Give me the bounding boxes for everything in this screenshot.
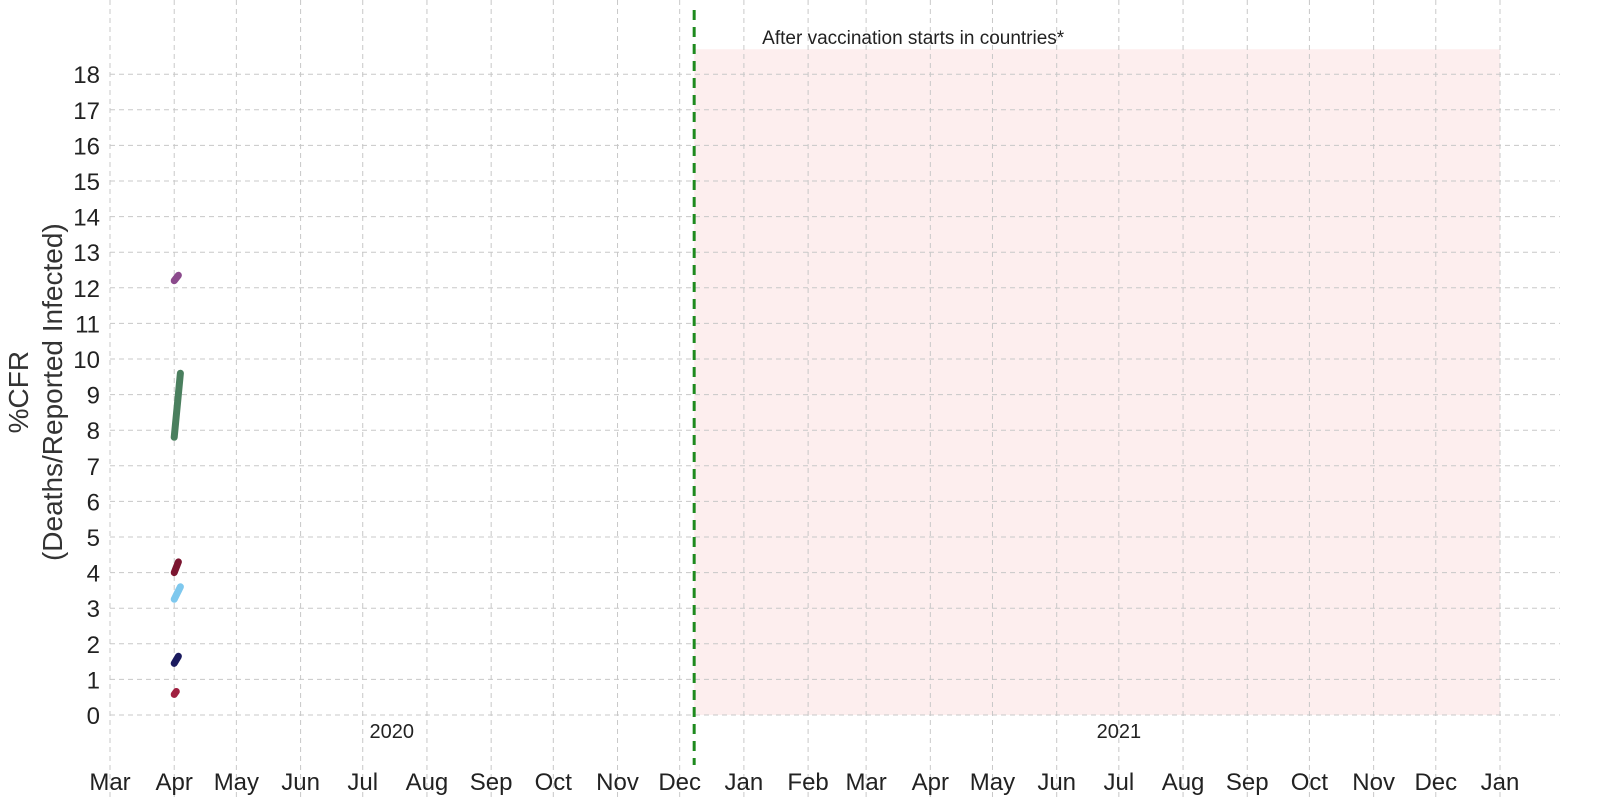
y-tick-label-3: 3	[87, 596, 100, 623]
y-tick-label-9: 9	[87, 383, 100, 410]
x-tick-label-21: Dec	[1414, 769, 1457, 796]
y-tick-label-16: 16	[73, 133, 100, 160]
y-tick-label-5: 5	[87, 525, 100, 552]
y-tick-label-14: 14	[73, 205, 100, 232]
series-line-2	[170, 558, 182, 577]
x-tick-label-0: Mar	[89, 769, 130, 796]
x-tick-label-14: May	[970, 769, 1015, 796]
y-tick-label-10: 10	[73, 347, 100, 374]
year-label-1: 2021	[1097, 721, 1142, 743]
y-axis-label-line-2: (Deaths/Reported Infected)	[37, 223, 68, 561]
x-tick-label-20: Nov	[1352, 769, 1395, 796]
year-labels: 2020 2021	[369, 721, 1141, 743]
vaccination-shaded-region	[694, 49, 1500, 715]
x-tick-label-7: Oct	[535, 769, 573, 796]
y-tick-label-4: 4	[87, 561, 100, 588]
x-tick-label-22: Jan	[1481, 769, 1520, 796]
x-tick-label-18: Sep	[1226, 769, 1269, 796]
y-tick-label-11: 11	[75, 311, 100, 338]
x-tick-label-19: Oct	[1291, 769, 1329, 796]
grid	[109, 0, 1560, 800]
vaccination-annotation: After vaccination starts in countries*	[762, 28, 1065, 49]
y-tick-label-17: 17	[73, 98, 100, 125]
y-tick-label-2: 2	[87, 632, 100, 659]
series-line-4	[170, 652, 182, 667]
y-tick-label-7: 7	[87, 454, 100, 481]
y-tick-label-15: 15	[73, 169, 100, 196]
x-tick-label-1: Apr	[156, 769, 193, 796]
x-axis-ticks: Mar Apr May Jun Jul Aug Sep Oct Nov Dec Jan Feb Mar A…	[89, 769, 1519, 796]
x-tick-label-16: Jul	[1103, 769, 1134, 796]
y-tick-label-0: 0	[87, 703, 100, 730]
series-line-1	[170, 369, 184, 441]
x-tick-label-9: Dec	[658, 769, 701, 796]
year-label-0: 2020	[369, 721, 414, 743]
y-tick-label-8: 8	[87, 418, 100, 445]
x-tick-label-11: Feb	[787, 769, 828, 796]
y-tick-label-1: 1	[87, 667, 100, 694]
y-tick-label-6: 6	[87, 489, 100, 516]
x-tick-label-3: Jun	[281, 769, 320, 796]
x-tick-label-10: Jan	[725, 769, 764, 796]
x-tick-label-12: Mar	[845, 769, 886, 796]
x-tick-label-15: Jun	[1037, 769, 1076, 796]
x-tick-label-8: Nov	[596, 769, 639, 796]
y-tick-label-13: 13	[73, 240, 100, 267]
series-line-5	[170, 688, 180, 698]
y-axis-label-line-1: %CFR	[3, 351, 34, 433]
series-line-0	[170, 271, 182, 285]
y-tick-label-18: 18	[73, 62, 100, 89]
x-tick-label-5: Aug	[406, 769, 449, 796]
x-tick-label-4: Jul	[347, 769, 378, 796]
x-tick-label-2: May	[214, 769, 259, 796]
x-tick-label-13: Apr	[912, 769, 949, 796]
series-group	[170, 271, 184, 698]
x-tick-label-17: Aug	[1162, 769, 1205, 796]
series-line-3	[170, 583, 184, 603]
x-tick-label-6: Sep	[470, 769, 513, 796]
y-tick-label-12: 12	[73, 276, 100, 303]
